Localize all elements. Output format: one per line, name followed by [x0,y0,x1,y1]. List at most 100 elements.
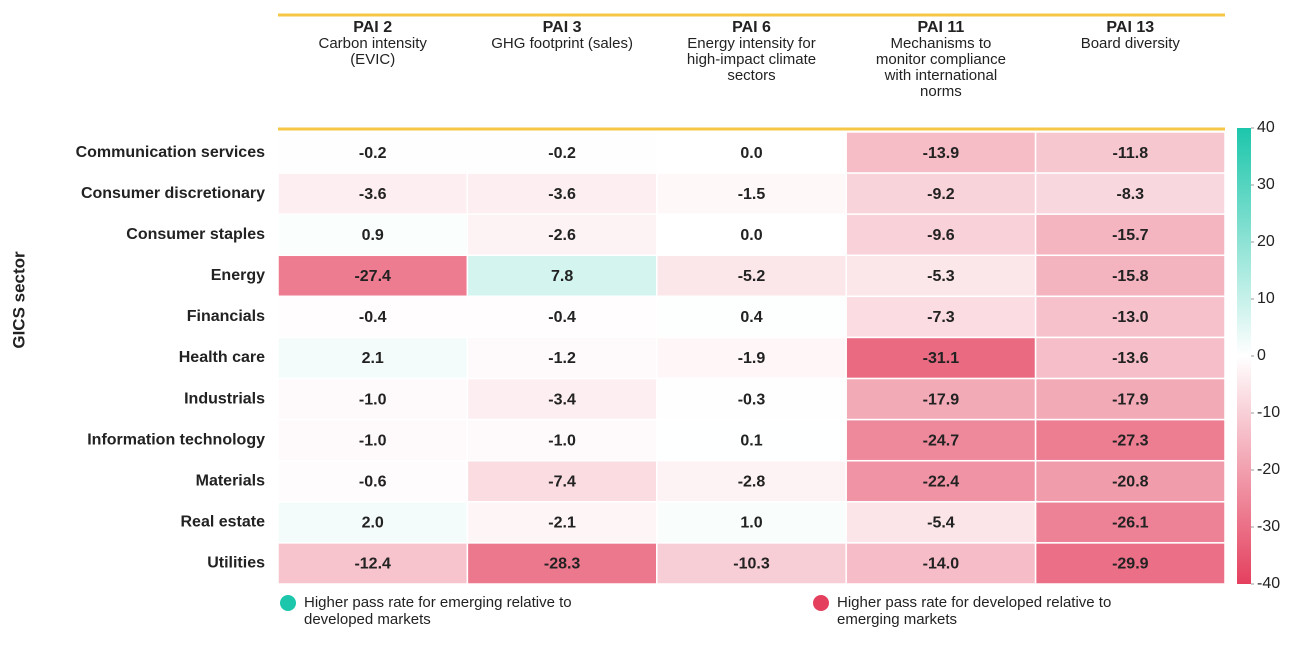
cell-label: -28.3 [544,556,581,573]
column-name: PAI 2 [353,19,393,36]
cell-label: -14.0 [923,556,960,573]
cell-label: -0.6 [359,473,387,490]
cell-label: -27.3 [1112,432,1149,449]
column-description: Mechanisms to monitor compliance with in… [875,35,1006,100]
cell-label: -27.4 [354,268,391,285]
cell-label: -5.2 [738,268,766,285]
legend-swatch [280,595,296,611]
cell-label: -22.4 [923,473,960,490]
row-label: Communication services [76,144,266,161]
column-header: PAI 2 Carbon intensity (EVIC) [288,20,458,68]
cell-label: -1.5 [738,186,766,203]
row-label: Financials [187,308,265,325]
cell [656,131,847,174]
legend-label: Higher pass rate for developed relative … [837,594,1112,628]
cell-label: -0.2 [359,145,387,162]
cell [845,295,1037,339]
cell-label: 0.0 [740,227,762,244]
cell [1034,542,1226,585]
row-label: Materials [196,472,265,489]
column-header: PAI 6 Energy intensity for high-impact cl… [667,20,837,84]
cell-label: -13.6 [1112,350,1149,367]
cell [845,542,1037,585]
row-label: Consumer discretionary [81,185,265,202]
cell-label: -5.3 [927,268,955,285]
cell [466,459,658,503]
column-name: PAI 6 [732,19,771,36]
cell-label: -1.0 [548,432,576,449]
cell-label: -31.1 [923,350,960,367]
colorbar-tick-label: -10 [1257,404,1280,421]
row-label: Information technology [87,431,265,448]
cell [656,501,847,544]
cell [1034,418,1226,462]
cell [277,542,469,585]
cell [845,131,1037,174]
cell [277,336,469,380]
cell-label: 0.1 [740,432,762,449]
cell [1034,131,1226,174]
cell [277,254,469,298]
cell [277,172,469,215]
cell [277,501,469,544]
cell-label: -1.2 [548,350,576,367]
cell-label: -3.6 [359,186,387,203]
row-label: Consumer staples [126,226,265,243]
cell-label: -15.8 [1112,268,1149,285]
cell-label: -2.6 [548,227,576,244]
cell [466,213,658,257]
cell [466,295,658,339]
cell [845,213,1037,257]
cell [466,131,658,174]
column-header: PAI 3 GHG footprint (sales) [477,20,647,52]
cell-label: 0.9 [362,227,384,244]
colorbar [1237,128,1251,584]
cell-label: -7.4 [548,473,576,490]
column-name: PAI 13 [1106,19,1155,36]
cell [277,377,469,421]
cell-label: -12.4 [354,556,391,573]
cell [277,131,469,174]
cell [656,542,847,585]
cell-label: 7.8 [551,268,573,285]
column-header: PAI 11 Mechanisms to monitor compliance w… [856,20,1026,100]
colorbar-tick-label: 20 [1257,233,1275,250]
cell-label: -5.4 [927,515,955,532]
colorbar-tick-label: -30 [1257,518,1280,535]
cell-label: -9.6 [927,227,955,244]
cell [656,418,847,462]
cell-label: -13.0 [1112,309,1149,326]
column-name: PAI 11 [917,19,965,36]
cell-label: -11.8 [1113,145,1149,162]
cell-label: -9.2 [927,186,955,203]
column-description: Board diversity [1080,35,1180,52]
cell [1034,295,1226,339]
colorbar-tick-label: 10 [1257,290,1275,307]
cell-label: -3.4 [548,391,576,408]
cell [466,254,658,298]
row-label: Real estate [181,514,266,531]
cell [656,254,847,298]
cell-label: -20.8 [1112,473,1149,490]
legend-swatch [813,595,829,611]
colorbar-tick-label: 40 [1257,119,1275,136]
cell-label: -0.4 [359,309,387,326]
cell [656,295,847,339]
colorbar-tick-label: -20 [1257,461,1280,478]
cell-label: -24.7 [923,432,960,449]
column-header: PAI 13 Board diversity [1045,20,1215,52]
cell [277,418,469,462]
row-label: Health care [179,349,265,366]
y-axis-label: GICS sector [9,251,28,349]
column-description: GHG footprint (sales) [491,35,633,52]
cell [277,213,469,257]
cell [1034,377,1226,421]
colorbar-tick-label: -40 [1257,575,1280,592]
cell [656,377,847,421]
cell-label: -2.1 [548,515,576,532]
cell [1034,254,1226,298]
cell-label: 2.0 [362,515,384,532]
row-label: Energy [211,267,265,284]
column-description: Energy intensity for high-impact climate… [686,35,817,84]
